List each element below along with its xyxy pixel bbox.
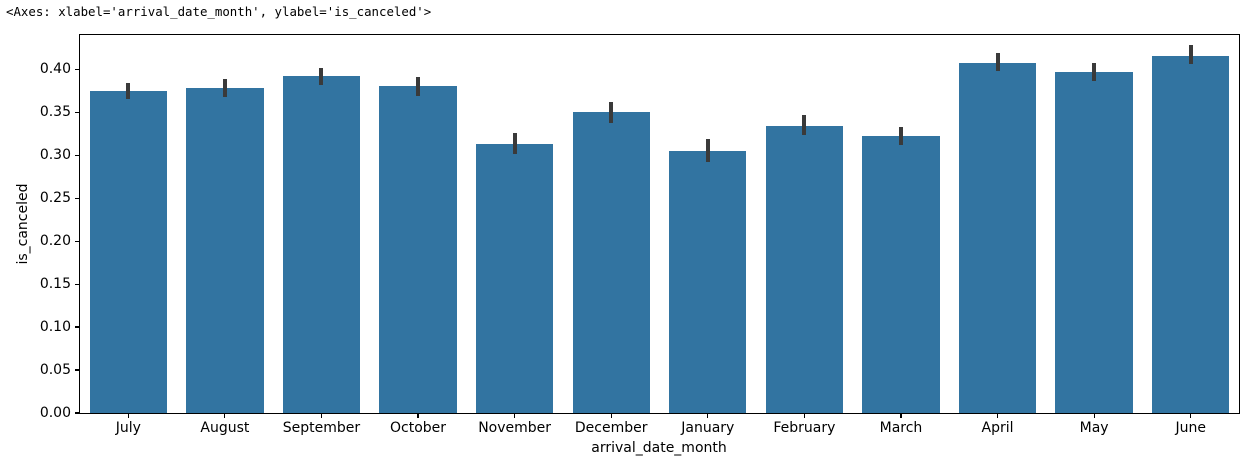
plot-area	[79, 34, 1240, 414]
error-bar-december	[609, 102, 614, 124]
bar-december	[572, 112, 650, 413]
x-tick-mark	[1093, 414, 1095, 418]
bar-august	[186, 88, 264, 413]
y-tick-mark	[75, 326, 79, 328]
x-tick-label: October	[390, 420, 447, 436]
x-tick-mark	[707, 414, 709, 418]
y-tick-label: 0.20	[39, 232, 71, 249]
bar-april	[958, 62, 1037, 413]
bar-march	[862, 136, 940, 413]
bar-january	[669, 150, 747, 413]
error-bar-may	[1092, 63, 1097, 81]
x-tick-label: December	[574, 420, 648, 436]
x-tick-label: February	[773, 420, 836, 436]
y-tick-mark	[75, 154, 79, 156]
x-tick-label: July	[115, 420, 141, 436]
error-bar-march	[898, 126, 903, 145]
y-tick-mark	[75, 412, 79, 414]
y-tick-mark	[75, 197, 79, 199]
error-bar-july	[126, 83, 131, 100]
y-tick-label: 0.30	[39, 146, 71, 163]
x-tick-label: June	[1175, 420, 1206, 436]
x-tick-label: May	[1079, 420, 1109, 436]
x-tick-label: January	[681, 420, 735, 436]
y-tick-label: 0.05	[39, 361, 71, 378]
y-tick-label: 0.35	[39, 103, 71, 120]
y-tick-label: 0.00	[39, 404, 71, 421]
y-tick-label: 0.40	[39, 60, 71, 77]
x-tick-mark	[803, 414, 805, 418]
axes-repr-text: <Axes: xlabel='arrival_date_month', ylab…	[6, 4, 432, 19]
bar-july	[89, 90, 167, 413]
y-tick-mark	[75, 111, 79, 113]
x-tick-mark	[610, 414, 612, 418]
x-tick-mark	[1190, 414, 1192, 418]
x-tick-mark	[996, 414, 999, 418]
x-tick-mark	[417, 414, 419, 418]
y-tick-mark	[75, 283, 79, 285]
error-bar-october	[416, 77, 421, 96]
y-tick-label: 0.15	[39, 275, 71, 292]
x-tick-label: November	[478, 420, 552, 436]
bar-june	[1152, 56, 1230, 413]
x-tick-mark	[514, 414, 516, 418]
y-tick-mark	[75, 240, 79, 242]
x-tick-label: September	[282, 420, 361, 436]
bar-october	[379, 85, 457, 413]
error-bar-september	[319, 67, 324, 85]
error-bar-january	[705, 138, 710, 163]
y-tick-label: 0.25	[39, 189, 71, 206]
x-tick-mark	[127, 414, 129, 418]
y-tick-mark	[75, 68, 79, 70]
error-bar-april	[995, 53, 1000, 72]
bar-november	[475, 144, 554, 413]
x-tick-label: April	[981, 420, 1014, 436]
x-axis-label: arrival_date_month	[591, 440, 727, 456]
error-bar-november	[512, 132, 517, 154]
x-tick-mark	[900, 414, 902, 418]
y-tick-label: 0.10	[39, 318, 71, 335]
bar-september	[282, 76, 361, 413]
x-tick-label: March	[879, 420, 923, 436]
bar-february	[765, 126, 843, 413]
y-tick-mark	[75, 369, 79, 371]
error-bar-august	[222, 78, 227, 97]
error-bar-february	[802, 114, 807, 135]
x-tick-mark	[320, 414, 323, 418]
error-bar-june	[1188, 45, 1193, 65]
bar-may	[1055, 71, 1133, 413]
x-tick-label: August	[200, 420, 250, 436]
x-tick-mark	[224, 414, 226, 418]
